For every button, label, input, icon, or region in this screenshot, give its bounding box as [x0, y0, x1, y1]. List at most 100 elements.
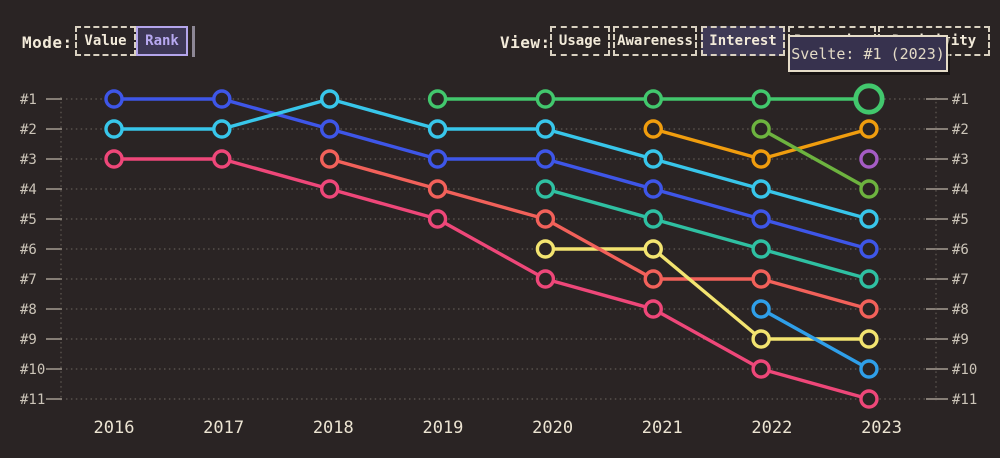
rank-label-left-#4: #4	[20, 182, 37, 198]
point-cyan-2017[interactable]	[212, 119, 232, 139]
point-blue-2021[interactable]	[643, 179, 663, 199]
series-line-blue-2022	[759, 217, 871, 251]
point-teal-2023[interactable]	[859, 269, 879, 289]
rank-label-left-#2: #2	[20, 122, 37, 138]
point-blue-2022[interactable]	[751, 209, 771, 229]
rank-label-right-#7: #7	[952, 272, 969, 288]
point-cyan-2021[interactable]	[643, 149, 663, 169]
point-red-2022[interactable]	[751, 269, 771, 289]
point-yellow-2023[interactable]	[859, 329, 879, 349]
rank-label-right-#8: #8	[952, 302, 969, 318]
point-pink-2016[interactable]	[104, 149, 124, 169]
point-pink-2018[interactable]	[320, 179, 340, 199]
point-cyan-2023[interactable]	[859, 209, 879, 229]
series-line-pink-2022	[759, 367, 871, 401]
x-label-2020: 2020	[532, 418, 573, 438]
series-line-cyan-2018	[328, 97, 440, 131]
rank-label-left-#10: #10	[20, 362, 45, 378]
point-pink-2019[interactable]	[427, 209, 448, 229]
chart-tooltip: Svelte: #1 (2023)	[788, 35, 948, 72]
series-line-red-2022	[759, 277, 871, 311]
point-red-2023[interactable]	[859, 299, 879, 319]
point-olive-2022[interactable]	[751, 119, 771, 139]
point-cyan-2016[interactable]	[104, 119, 124, 139]
series-line-sky-2022	[759, 307, 871, 371]
point-olive-2023[interactable]	[859, 179, 879, 199]
point-orange-2023[interactable]	[859, 119, 879, 139]
point-yellow-2022[interactable]	[751, 329, 771, 349]
x-label-2019: 2019	[422, 418, 463, 438]
rank-label-left-#5: #5	[20, 212, 37, 228]
rank-label-right-#11: #11	[952, 392, 977, 408]
x-label-2016: 2016	[94, 418, 135, 438]
point-teal-2020[interactable]	[535, 179, 556, 199]
point-pink-2022[interactable]	[751, 359, 771, 379]
rank-label-right-#2: #2	[952, 122, 969, 138]
x-label-2017: 2017	[203, 418, 244, 438]
point-cyan-2020[interactable]	[535, 119, 556, 139]
series-line-blue-2021	[651, 187, 763, 221]
view-awareness-button[interactable]: Awareness	[613, 26, 697, 56]
point-blue-2020[interactable]	[535, 149, 556, 169]
point-blue-2023[interactable]	[859, 239, 879, 259]
rank-label-left-#7: #7	[20, 272, 37, 288]
point-blue-2016[interactable]	[104, 89, 124, 109]
view-interest-button[interactable]: Interest	[701, 26, 785, 56]
series-line-red-2020	[543, 217, 655, 281]
rank-label-right-#5: #5	[952, 212, 969, 228]
rank-label-right-#3: #3	[952, 152, 969, 168]
rank-label-right-#6: #6	[952, 242, 969, 258]
series-line-cyan-2017	[220, 97, 332, 131]
point-yellow-2020[interactable]	[535, 239, 556, 259]
point-svelte-2020[interactable]	[535, 89, 556, 109]
series-line-yellow-2021	[651, 247, 763, 341]
point-svelte-2022[interactable]	[751, 89, 771, 109]
point-orange-2022[interactable]	[751, 149, 771, 169]
point-red-2021[interactable]	[643, 269, 663, 289]
point-blue-2019[interactable]	[427, 149, 448, 169]
point-pink-2020[interactable]	[535, 269, 556, 289]
rank-label-right-#9: #9	[952, 332, 969, 348]
point-pink-2021[interactable]	[643, 299, 663, 319]
mode-value-button[interactable]: Value	[75, 26, 136, 56]
series-line-cyan-2021	[651, 157, 763, 191]
series-line-red-2019	[435, 187, 548, 221]
x-label-2018: 2018	[313, 418, 354, 438]
rank-label-left-#11: #11	[20, 392, 45, 408]
point-blue-2017[interactable]	[212, 89, 232, 109]
point-cyan-2019[interactable]	[427, 119, 448, 139]
rank-label-left-#6: #6	[20, 242, 37, 258]
point-orange-2021[interactable]	[643, 119, 663, 139]
series-line-pink-2021	[651, 307, 763, 371]
view-usage-button[interactable]: Usage	[550, 26, 610, 56]
series-line-cyan-2020	[543, 127, 655, 161]
highlighted-point-svelte-2023[interactable]	[853, 83, 885, 115]
point-svelte-2019[interactable]	[427, 89, 448, 109]
series-line-cyan-2022	[759, 187, 871, 221]
point-teal-2021[interactable]	[643, 209, 663, 229]
point-pink-2023[interactable]	[859, 389, 879, 409]
point-cyan-2018[interactable]	[320, 89, 340, 109]
series-line-red-2018	[328, 157, 440, 191]
point-cyan-2022[interactable]	[751, 179, 771, 199]
point-yellow-2021[interactable]	[643, 239, 663, 259]
series-line-blue-2020	[543, 157, 655, 191]
series-line-teal-2022	[759, 247, 871, 281]
point-svelte-2021[interactable]	[643, 89, 663, 109]
mode-rank-button[interactable]: Rank	[136, 26, 195, 57]
point-red-2018[interactable]	[320, 149, 340, 169]
point-red-2020[interactable]	[535, 209, 556, 229]
point-blue-2018[interactable]	[320, 119, 340, 139]
series-line-orange-2022	[759, 127, 871, 161]
mode-label: Mode:	[22, 33, 73, 52]
point-red-2019[interactable]	[427, 179, 448, 199]
point-teal-2022[interactable]	[751, 239, 771, 259]
series-line-olive-2022	[759, 127, 871, 191]
view-label: View:	[500, 33, 551, 52]
point-sky-2023[interactable]	[859, 359, 879, 379]
point-sky-2022[interactable]	[751, 299, 771, 319]
point-pink-2017[interactable]	[212, 149, 232, 169]
point-purple-2023[interactable]	[859, 149, 879, 169]
